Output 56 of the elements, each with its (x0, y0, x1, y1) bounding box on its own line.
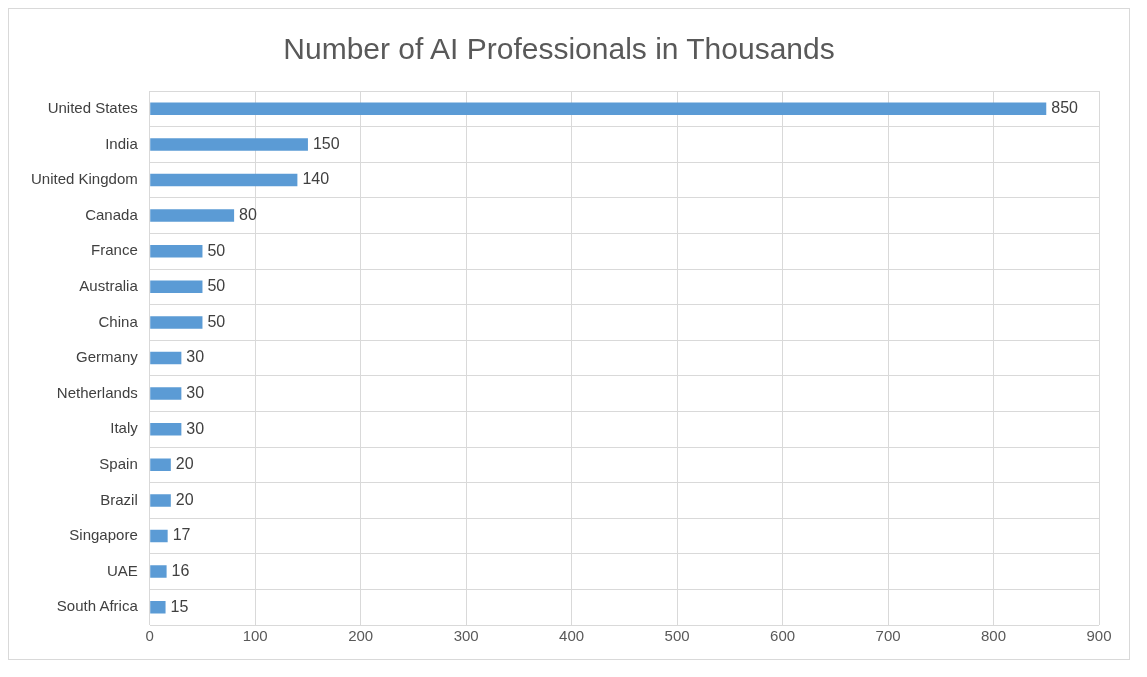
x-tick-label: 400 (559, 627, 585, 645)
bar (150, 209, 235, 222)
bar (150, 138, 308, 151)
bar (150, 458, 171, 472)
y-tick-label: Brazil (100, 490, 138, 508)
bar (150, 102, 1047, 116)
x-tick-label: 600 (770, 627, 796, 645)
bar (150, 422, 182, 436)
bar (150, 529, 168, 543)
data-label: 20 (175, 455, 194, 473)
data-label: 50 (207, 312, 226, 330)
data-label: 30 (186, 348, 205, 366)
y-tick-label: Australia (79, 276, 139, 294)
y-tick-label: Spain (99, 454, 138, 472)
y-tick-label: United States (47, 98, 138, 116)
bar (150, 173, 298, 187)
y-tick-label: United Kingdom (30, 170, 138, 188)
y-tick-label: Italy (110, 419, 139, 437)
data-label: 30 (186, 384, 205, 402)
bar (150, 244, 203, 258)
y-tick-label: South Africa (56, 597, 139, 615)
data-label: 150 (312, 134, 340, 152)
bar (150, 351, 182, 365)
data-label: 80 (239, 206, 258, 224)
y-tick-label: India (105, 134, 139, 152)
data-label: 50 (207, 241, 226, 259)
y-tick-label: China (98, 312, 139, 330)
y-tick-label: Canada (85, 205, 139, 223)
x-tick-label: 200 (348, 627, 374, 645)
x-tick-label: 800 (981, 627, 1007, 645)
data-label: 16 (171, 562, 190, 580)
bar (150, 494, 171, 507)
data-label: 140 (302, 170, 330, 188)
x-tick-label: 0 (145, 627, 154, 645)
chart-title: Number of AI Professionals in Thousands (283, 32, 835, 66)
data-label: 850 (1051, 99, 1079, 117)
x-tick-label: 300 (453, 627, 479, 645)
data-label: 17 (172, 526, 191, 544)
data-label: 50 (207, 277, 226, 295)
bar (150, 280, 203, 294)
y-tick-label: UAE (106, 561, 138, 579)
bar (150, 387, 182, 400)
x-tick-label: 100 (242, 627, 268, 645)
y-tick-label: Germany (76, 348, 139, 366)
x-tick-label: 500 (664, 627, 690, 645)
data-label: 20 (175, 490, 194, 508)
x-tick-label: 900 (1086, 627, 1112, 645)
data-label: 30 (186, 419, 205, 437)
y-tick-label: Netherlands (56, 383, 138, 401)
x-tick-label: 700 (875, 627, 901, 645)
bar (150, 565, 167, 578)
bar (150, 316, 203, 329)
y-tick-label: Singapore (69, 526, 138, 544)
bar (150, 600, 166, 614)
data-label: 15 (170, 597, 189, 615)
y-tick-label: France (91, 241, 138, 259)
